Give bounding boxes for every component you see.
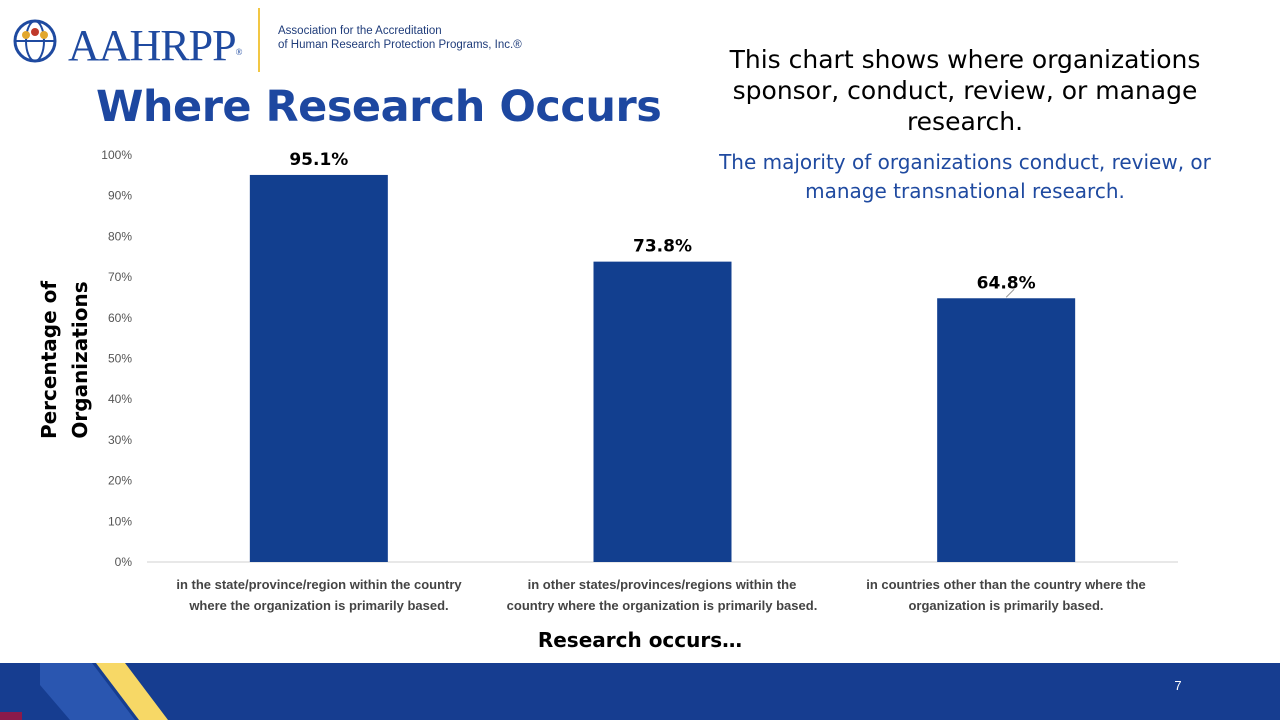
x-category-label-3: in countries other than the country wher… — [866, 577, 1146, 613]
chart-description: This chart shows where organizations spo… — [729, 45, 1201, 136]
y-tick-label: 30% — [108, 433, 132, 447]
footer-band — [0, 663, 1280, 720]
footer-blue-stripe — [40, 663, 135, 720]
x-category-label-2: in other states/provinces/regions within… — [506, 577, 818, 613]
y-axis-label-line2: Organizations — [68, 281, 92, 439]
bar — [593, 261, 732, 562]
y-tick-label: 70% — [108, 270, 132, 284]
bar — [249, 174, 388, 562]
x-category-label-1: in the state/province/region within the … — [176, 577, 462, 613]
globe-people-icon — [13, 19, 57, 63]
y-tick-label: 100% — [101, 148, 132, 162]
y-tick-label: 80% — [108, 229, 132, 243]
y-tick-label: 40% — [108, 392, 132, 406]
y-axis-label-line1: Percentage of — [37, 280, 61, 440]
aahrpp-logo: AAHRPP® Association for the Accreditatio… — [12, 8, 532, 78]
chart-subtitle: The majority of organizations conduct, r… — [719, 150, 1211, 203]
y-tick-label: 20% — [108, 474, 132, 488]
y-tick-label: 90% — [108, 189, 132, 203]
data-label: 64.8% — [977, 273, 1036, 293]
y-tick-label: 10% — [108, 514, 132, 528]
data-label-leader — [1005, 288, 1015, 298]
footer-blue-band — [0, 663, 1280, 720]
footer-maroon-accent — [0, 712, 22, 720]
logo-tagline-line1: Association for the Accreditation — [278, 25, 442, 37]
logo-tagline-line2: of Human Research Protection Programs, I… — [278, 39, 522, 51]
logo-wordmark: AAHRPP® — [68, 21, 242, 70]
page-title: Where Research Occurs — [96, 82, 662, 132]
logo-divider — [258, 8, 260, 72]
data-label: 95.1% — [289, 150, 348, 170]
footer-yellow-stripe — [96, 663, 168, 720]
page-number: 7 — [1174, 678, 1182, 693]
bar — [937, 298, 1076, 562]
y-tick-label: 0% — [115, 555, 133, 569]
bar-chart: 0% 10% 20% 30% 40% 50% 60% 70% 80% 90% 100% 95.1% 73… — [101, 148, 1178, 569]
x-axis-label: Research occurs… — [537, 628, 743, 652]
y-axis-label: Percentage of Organizations — [30, 260, 100, 460]
y-tick-label: 50% — [108, 352, 132, 366]
logo-tagline: Association for the Accreditation of Hum… — [278, 24, 578, 52]
y-tick-label: 60% — [108, 311, 132, 325]
data-label: 73.8% — [633, 237, 692, 257]
